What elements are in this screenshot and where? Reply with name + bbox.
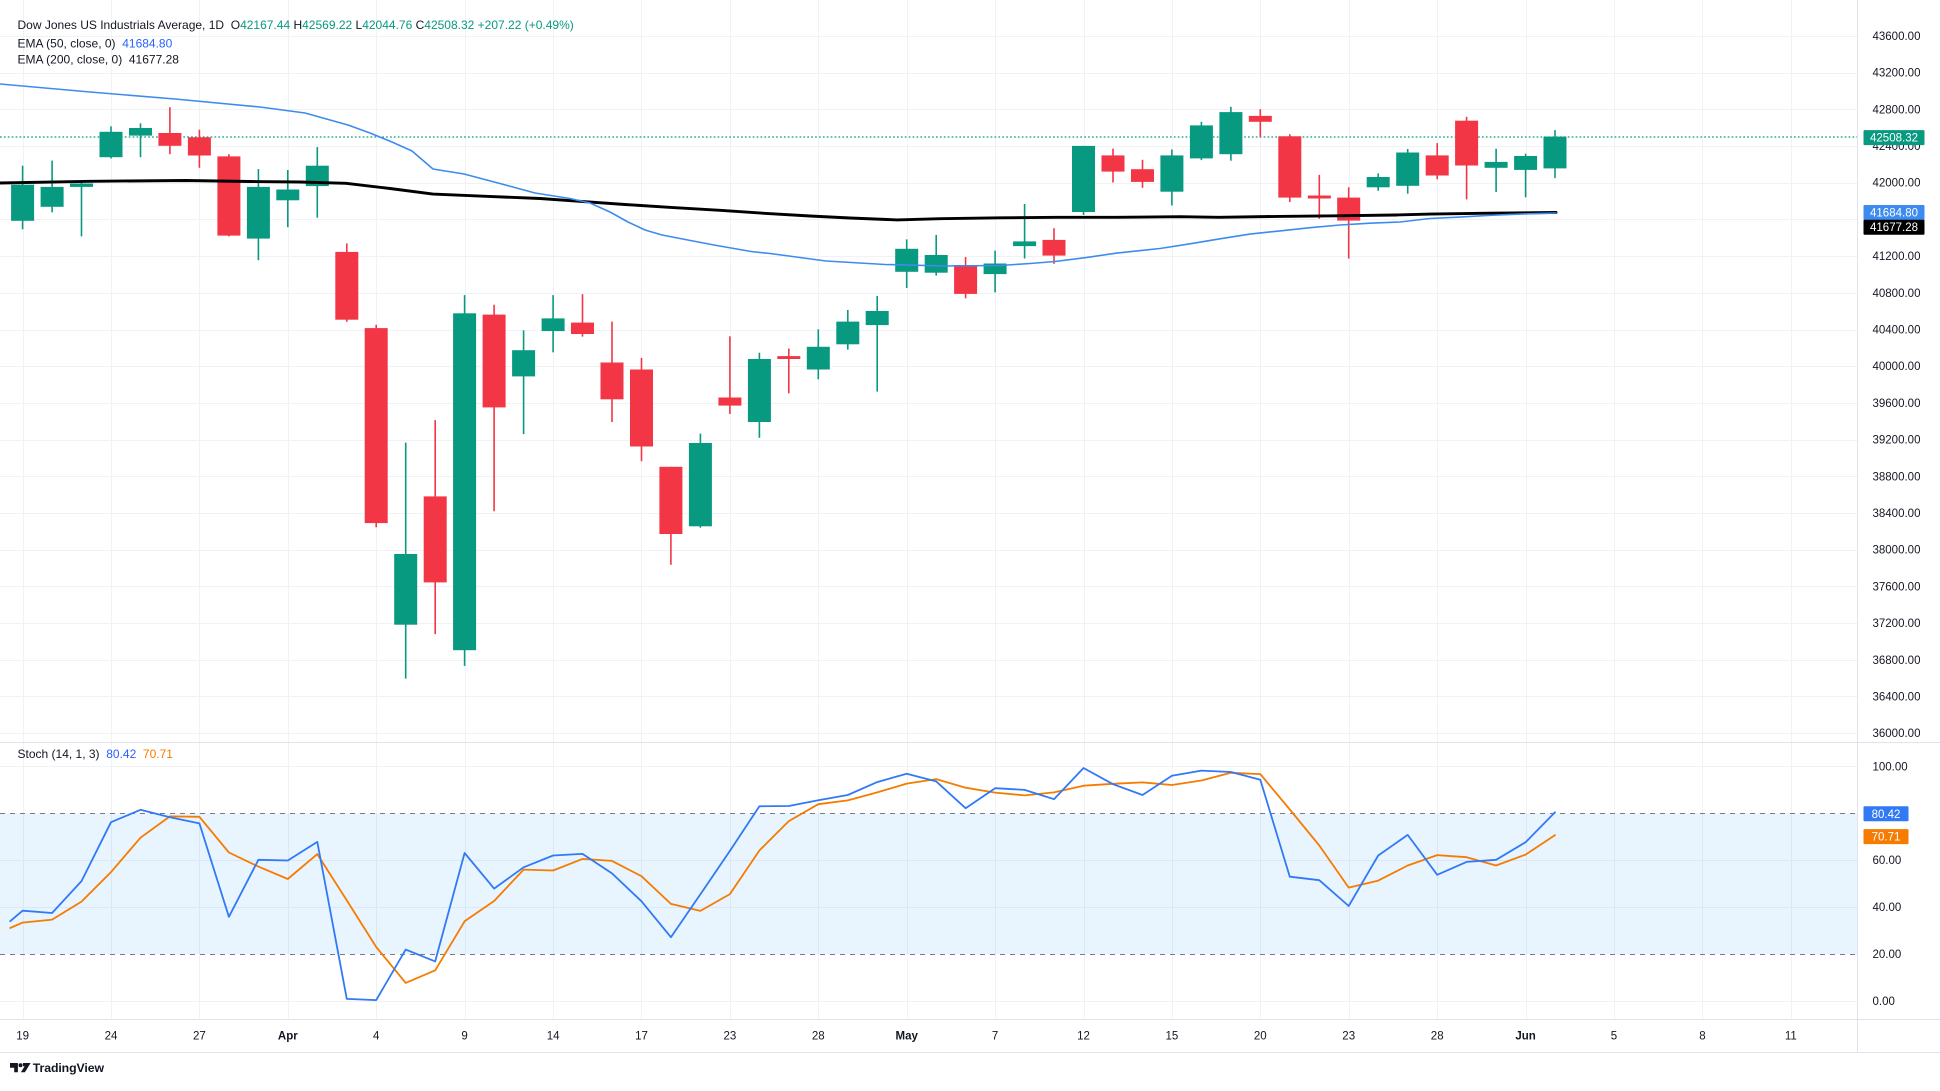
svg-text:4: 4 [373,1031,380,1043]
svg-text:43600.00: 43600.00 [1873,31,1921,43]
svg-text:27: 27 [193,1031,206,1043]
svg-text:43200.00: 43200.00 [1873,68,1921,80]
svg-text:8: 8 [1699,1031,1705,1043]
svg-text:7: 7 [992,1031,998,1043]
svg-text:36000.00: 36000.00 [1873,728,1921,740]
svg-text:Jun: Jun [1515,1031,1535,1043]
svg-text:0.00: 0.00 [1873,996,1895,1008]
svg-text:38400.00: 38400.00 [1873,508,1921,520]
svg-text:40000.00: 40000.00 [1873,361,1921,373]
svg-text:19: 19 [16,1031,29,1043]
svg-text:EMA (200, close, 0) 41677.28: EMA (200, close, 0) 41677.28 [18,53,180,67]
svg-text:42508.32: 42508.32 [1870,133,1918,145]
svg-text:EMA (50, close, 0) 41684.80: EMA (50, close, 0) 41684.80 [18,37,173,51]
svg-text:15: 15 [1166,1031,1179,1043]
svg-text:23: 23 [724,1031,737,1043]
svg-text:38000.00: 38000.00 [1873,545,1921,557]
svg-text:38800.00: 38800.00 [1873,471,1921,483]
svg-text:17: 17 [635,1031,648,1043]
svg-text:80.42: 80.42 [1872,809,1901,821]
svg-text:12: 12 [1077,1031,1090,1043]
svg-text:28: 28 [812,1031,825,1043]
svg-text:100.00: 100.00 [1873,761,1908,773]
svg-text:37200.00: 37200.00 [1873,618,1921,630]
svg-text:Apr: Apr [278,1031,298,1043]
svg-text:Stoch (14, 1, 3) 80.42 70.71: Stoch (14, 1, 3) 80.42 70.71 [18,747,174,761]
svg-text:28: 28 [1431,1031,1444,1043]
svg-text:37600.00: 37600.00 [1873,581,1921,593]
svg-text:20.00: 20.00 [1873,949,1902,961]
svg-text:42000.00: 42000.00 [1873,178,1921,190]
svg-text:60.00: 60.00 [1873,855,1902,867]
svg-text:40800.00: 40800.00 [1873,288,1921,300]
svg-text:42800.00: 42800.00 [1873,104,1921,116]
svg-text:41677.28: 41677.28 [1870,222,1918,234]
svg-text:24: 24 [105,1031,118,1043]
svg-text:41684.80: 41684.80 [1870,208,1918,220]
svg-text:23: 23 [1342,1031,1355,1043]
svg-text:40400.00: 40400.00 [1873,325,1921,337]
svg-text:9: 9 [461,1031,467,1043]
svg-text:TradingView: TradingView [33,1061,105,1075]
svg-text:Dow Jones US Industrials Avera: Dow Jones US Industrials Average, 1D O42… [18,18,574,32]
svg-text:20: 20 [1254,1031,1267,1043]
svg-text:36800.00: 36800.00 [1873,655,1921,667]
svg-text:41200.00: 41200.00 [1873,251,1921,263]
svg-text:39600.00: 39600.00 [1873,398,1921,410]
svg-text:5: 5 [1611,1031,1617,1043]
svg-text:14: 14 [547,1031,560,1043]
svg-text:11: 11 [1785,1031,1797,1043]
svg-text:40.00: 40.00 [1873,902,1902,914]
svg-text:70.71: 70.71 [1872,832,1901,844]
svg-text:May: May [896,1031,919,1043]
svg-text:36400.00: 36400.00 [1873,692,1921,704]
svg-text:39200.00: 39200.00 [1873,435,1921,447]
